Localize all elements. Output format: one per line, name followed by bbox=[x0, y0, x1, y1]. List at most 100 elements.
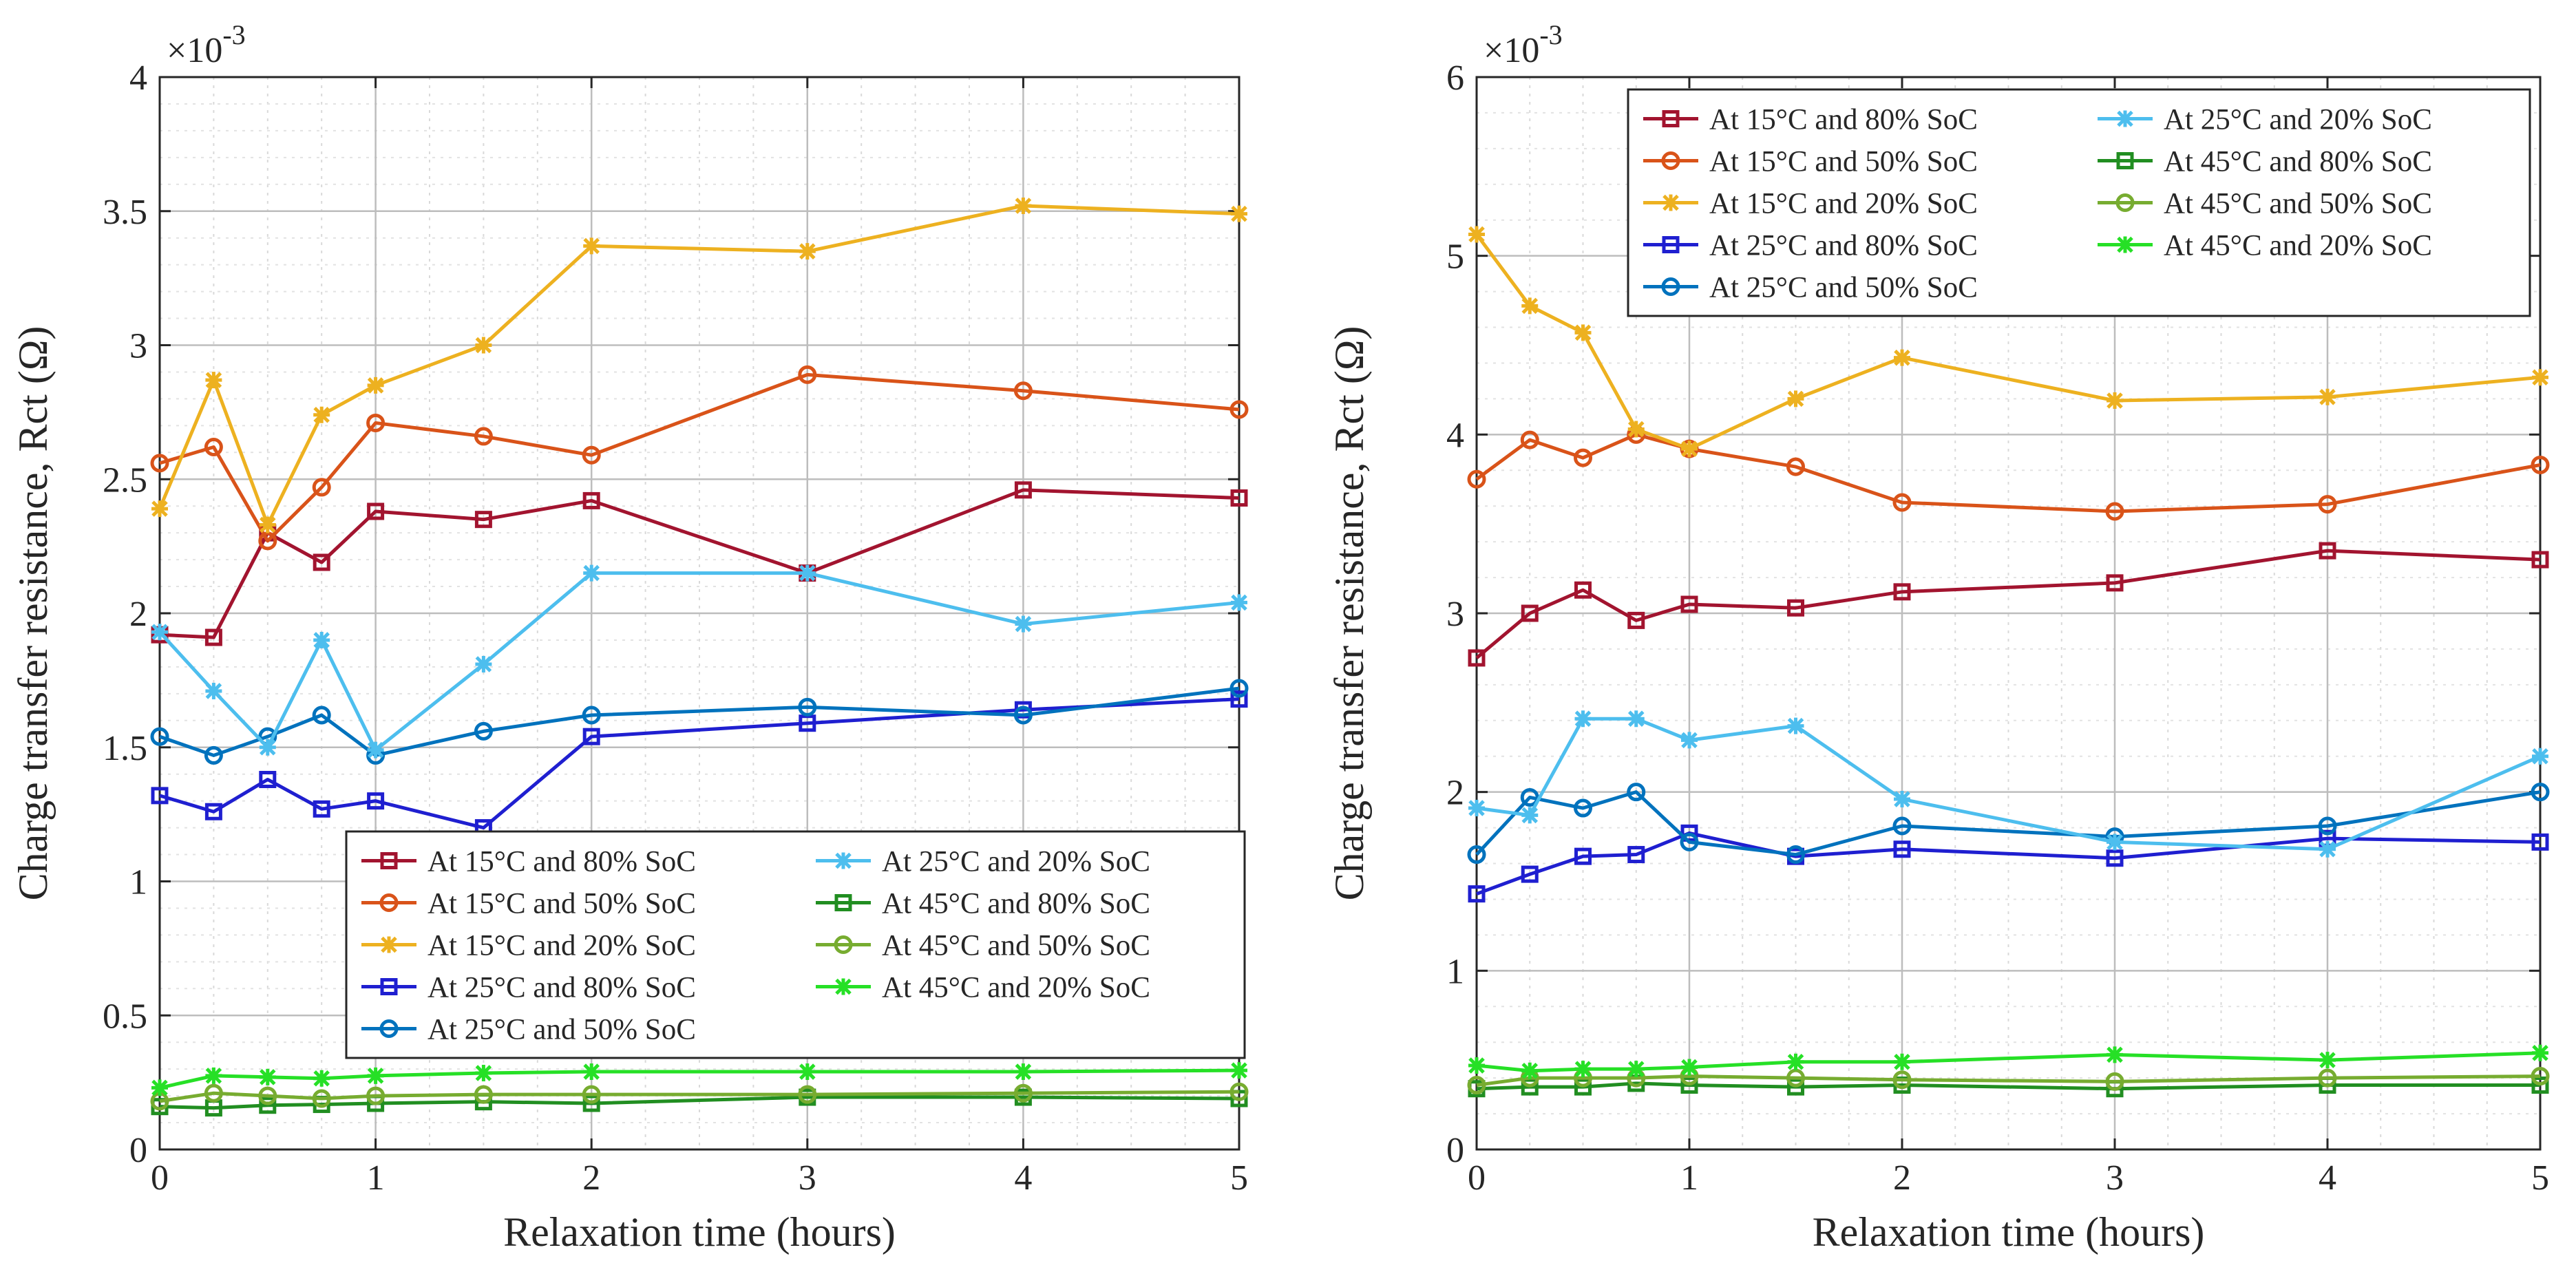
y-tick-label: 1.5 bbox=[103, 729, 147, 768]
data-point bbox=[2318, 816, 2337, 836]
data-point bbox=[151, 500, 168, 518]
data-point bbox=[582, 1085, 601, 1104]
y-exponent-label: ×10-3 bbox=[1484, 19, 1563, 70]
y-axis-label: Charge transfer resistance, Rct (Ω) bbox=[1327, 326, 1372, 901]
data-point bbox=[1520, 787, 1539, 807]
data-point bbox=[2531, 551, 2549, 569]
data-point bbox=[1681, 1059, 1698, 1076]
data-point bbox=[583, 564, 600, 582]
series-group bbox=[1467, 226, 2550, 1098]
legend-marker bbox=[1662, 110, 1680, 127]
data-point bbox=[259, 516, 276, 533]
data-point bbox=[151, 1079, 168, 1096]
data-point bbox=[1230, 690, 1248, 708]
legend-item: At 45°C and 20% SoC bbox=[2098, 230, 2432, 262]
data-point bbox=[798, 1085, 817, 1104]
legend-label: At 25°C and 80% SoC bbox=[427, 972, 696, 1004]
y-tick-label: 3 bbox=[129, 327, 147, 366]
data-point bbox=[1230, 489, 1248, 507]
series-6 bbox=[151, 564, 1247, 759]
y-tick-label: 5 bbox=[1446, 237, 1464, 277]
legend: At 15°C and 80% SoC At 15°C and 50% SoC At… bbox=[345, 830, 1246, 1059]
y-axis-label: Charge transfer resistance, Rct (Ω) bbox=[10, 326, 56, 901]
legend-marker bbox=[834, 935, 853, 954]
legend-item: At 15°C and 50% SoC bbox=[1643, 146, 1978, 178]
x-tick-label: 5 bbox=[1230, 1158, 1248, 1198]
data-point bbox=[2532, 1044, 2548, 1061]
x-tick-label: 0 bbox=[1468, 1158, 1486, 1198]
data-point bbox=[313, 800, 330, 818]
data-point bbox=[150, 727, 169, 746]
series-line bbox=[159, 686, 1240, 757]
data-point bbox=[474, 721, 493, 741]
data-point bbox=[799, 1063, 816, 1081]
legend-label: At 25°C and 20% SoC bbox=[882, 846, 1150, 878]
legend-label: At 45°C and 50% SoC bbox=[2164, 188, 2432, 220]
data-point bbox=[2531, 833, 2549, 851]
data-point bbox=[1013, 706, 1033, 725]
data-point bbox=[2105, 1072, 2124, 1091]
legend-marker bbox=[379, 1019, 399, 1038]
data-point bbox=[582, 728, 600, 745]
data-point bbox=[1680, 832, 1699, 851]
series-line bbox=[159, 1095, 1240, 1110]
legend-label: At 25°C and 20% SoC bbox=[2164, 104, 2432, 136]
data-point bbox=[1574, 1061, 1592, 1078]
data-point bbox=[258, 531, 277, 551]
legend-item: At 45°C and 50% SoC bbox=[816, 930, 1150, 962]
data-point bbox=[1892, 1070, 1912, 1090]
data-point bbox=[1680, 595, 1698, 613]
data-point bbox=[2531, 455, 2550, 474]
data-point bbox=[1787, 1053, 1804, 1070]
exponent-base: ×10 bbox=[167, 31, 222, 70]
data-point bbox=[1468, 1057, 1485, 1074]
series-line bbox=[1476, 1081, 2540, 1091]
data-point bbox=[2107, 392, 2123, 409]
x-axis-label: Relaxation time (hours) bbox=[1813, 1209, 2205, 1255]
legend-label: At 45°C and 20% SoC bbox=[2164, 230, 2432, 262]
data-point bbox=[204, 803, 222, 820]
ticks: 0 1 2 3 4 5 0 0.5 1 1.5 2 2.5 3 3.5 4 bbox=[103, 59, 1248, 1198]
data-point bbox=[1230, 1090, 1248, 1107]
y-tick-label: 3.5 bbox=[103, 193, 147, 232]
legend-marker bbox=[1662, 236, 1680, 253]
data-point bbox=[1574, 798, 1592, 818]
data-point bbox=[2532, 369, 2548, 386]
x-tick-label: 0 bbox=[151, 1158, 169, 1198]
legend-marker bbox=[2117, 236, 2133, 253]
data-point bbox=[583, 1063, 600, 1081]
data-point bbox=[1468, 885, 1486, 903]
data-point bbox=[313, 1070, 330, 1087]
data-point bbox=[1013, 1083, 1033, 1103]
data-point bbox=[1680, 1077, 1698, 1094]
x-tick-label: 1 bbox=[367, 1158, 385, 1198]
data-point bbox=[1574, 448, 1592, 467]
series-line bbox=[159, 372, 1240, 543]
series-line bbox=[159, 488, 1240, 639]
series-line bbox=[1475, 790, 2541, 857]
data-point bbox=[1787, 717, 1804, 734]
data-point bbox=[1894, 349, 1910, 366]
series-8 bbox=[150, 1082, 1249, 1111]
data-point bbox=[1574, 1078, 1592, 1096]
data-point bbox=[1627, 846, 1645, 864]
data-point bbox=[367, 377, 384, 394]
data-point bbox=[259, 770, 277, 788]
series-line bbox=[159, 1068, 1240, 1090]
x-tick-label: 2 bbox=[1893, 1158, 1911, 1198]
data-point bbox=[1893, 840, 1911, 858]
legend-marker bbox=[2117, 110, 2133, 127]
series-line bbox=[1475, 549, 2541, 659]
data-point bbox=[1894, 1053, 1910, 1070]
data-point bbox=[2107, 834, 2123, 851]
legend-label: At 25°C and 80% SoC bbox=[1709, 230, 1978, 262]
data-point bbox=[367, 502, 385, 520]
data-point bbox=[475, 1064, 492, 1081]
data-point bbox=[2531, 1067, 2550, 1086]
data-point bbox=[1521, 1062, 1539, 1079]
data-point bbox=[1521, 865, 1539, 883]
y-tick-label: 0.5 bbox=[103, 997, 147, 1036]
legend-item: At 15°C and 20% SoC bbox=[1643, 188, 1978, 220]
data-point bbox=[474, 511, 492, 529]
legend-item: At 25°C and 80% SoC bbox=[1643, 230, 1978, 262]
